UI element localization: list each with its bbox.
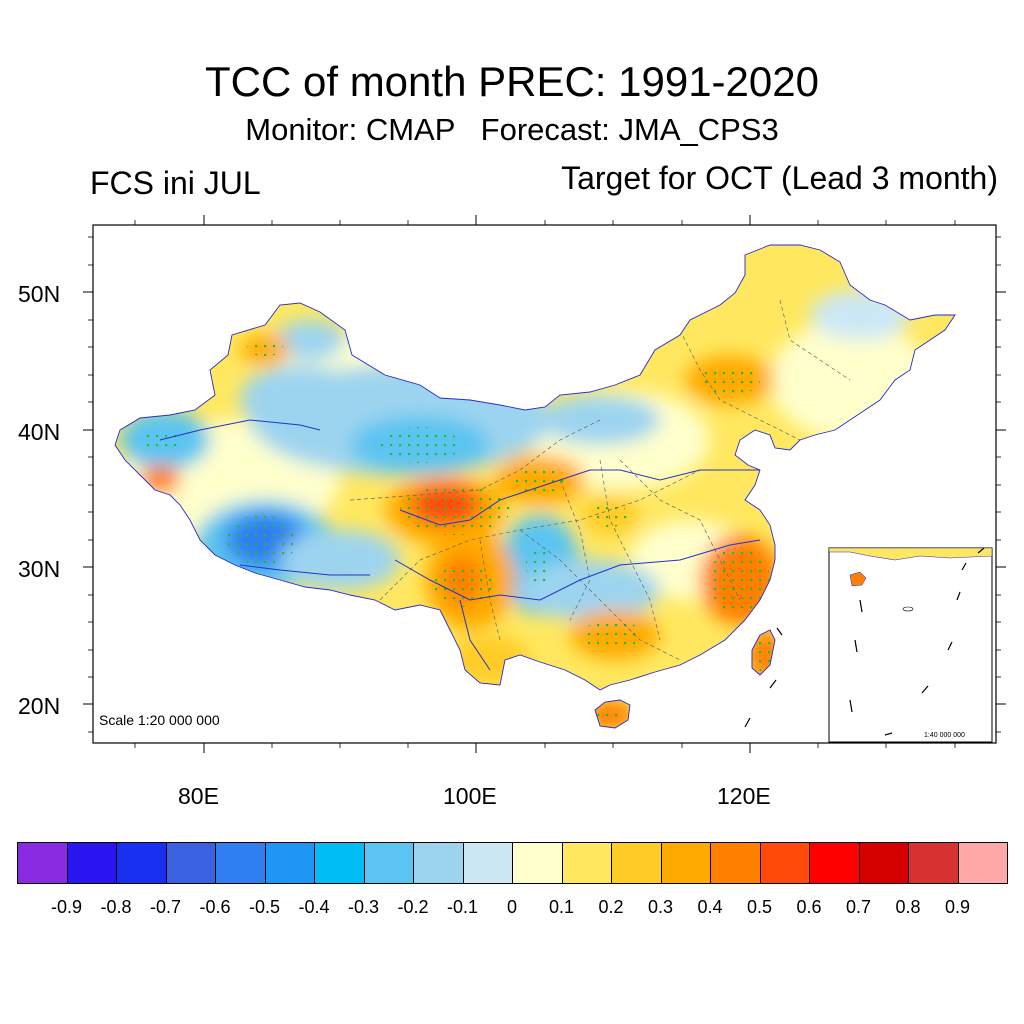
colorbar-tick-label: -0.1 bbox=[446, 897, 479, 917]
colorbar-tick-label: -0.5 bbox=[248, 897, 281, 917]
colorbar-swatch bbox=[858, 842, 909, 884]
colorbar-swatch bbox=[165, 842, 216, 884]
colorbar-swatch bbox=[611, 842, 662, 884]
colorbar-tick-label: 0.2 bbox=[598, 897, 624, 917]
colorbar-tick-label: 0.3 bbox=[647, 897, 674, 917]
colorbar-tick-label: 0.7 bbox=[845, 897, 872, 917]
colorbar-tick-label: 0.6 bbox=[796, 897, 822, 917]
colorbar-tick-label: 0.4 bbox=[697, 897, 723, 917]
nine-dash-segments bbox=[744, 627, 783, 728]
colorbar-swatch bbox=[710, 842, 761, 884]
target-label: Target for OCT (Lead 3 month) bbox=[561, 160, 998, 196]
colorbar-swatch bbox=[215, 842, 266, 884]
map-title: TCC of month PREC: 1991-2020 bbox=[205, 58, 819, 105]
map-subtitle: Monitor: CMAP Forecast: JMA_CPS3 bbox=[245, 112, 779, 147]
inset-scale-label: 1:40 000 000 bbox=[924, 732, 965, 739]
colorbar-swatch bbox=[116, 842, 167, 884]
lon-label-80e: 80E bbox=[178, 783, 219, 809]
colorbar-swatch bbox=[17, 842, 68, 884]
colorbar-swatch bbox=[957, 842, 1008, 884]
colorbar-tick-label: -0.8 bbox=[100, 897, 132, 917]
province-borders bbox=[349, 299, 851, 661]
minor-ticks bbox=[88, 220, 1001, 748]
lon-label-120e: 120E bbox=[717, 783, 771, 809]
colorbar-tick-label: 0.8 bbox=[895, 897, 921, 917]
colorbar-tick-label: -0.9 bbox=[50, 897, 83, 917]
rivers bbox=[159, 419, 770, 671]
colorbar-tick-label: -0.6 bbox=[199, 897, 231, 917]
colorbar-swatch bbox=[413, 842, 464, 884]
colorbar-swatch bbox=[512, 842, 563, 884]
colorbar-swatch bbox=[363, 842, 414, 884]
colorbar-swatch bbox=[759, 842, 810, 884]
axis-ticks bbox=[83, 215, 1006, 753]
colorbar-swatch bbox=[908, 842, 959, 884]
colorbar-tick-label: -0.2 bbox=[397, 897, 429, 917]
colorbar-swatch bbox=[462, 842, 513, 884]
lat-label-40n: 40N bbox=[18, 419, 61, 445]
colorbar-tick-label: -0.7 bbox=[149, 897, 182, 917]
colorbar-swatch bbox=[314, 842, 365, 884]
colorbar-swatch bbox=[264, 842, 315, 884]
init-label: FCS ini JUL bbox=[90, 165, 261, 201]
colorbar-tick-label: -0.4 bbox=[298, 897, 330, 917]
colorbar-swatch bbox=[561, 842, 612, 884]
colorbar-tick-label: 0.9 bbox=[944, 897, 971, 917]
lon-label-100e: 100E bbox=[443, 783, 497, 809]
lat-label-50n: 50N bbox=[18, 281, 61, 307]
lat-label-30n: 30N bbox=[18, 556, 61, 582]
colorbar-tick-label: 0 bbox=[506, 897, 518, 917]
colorbar-tick-label: 0.1 bbox=[548, 897, 575, 917]
colorbar-swatch bbox=[809, 842, 860, 884]
colorbar-swatch bbox=[660, 842, 711, 884]
colorbar-tick-label: 0.5 bbox=[746, 897, 773, 917]
colorbar-swatch bbox=[66, 842, 117, 884]
colorbar-tick-label: -0.3 bbox=[347, 897, 380, 917]
south-china-sea-inset bbox=[828, 547, 993, 743]
map-scale-label: Scale 1:20 000 000 bbox=[99, 712, 220, 728]
lat-label-20n: 20N bbox=[18, 693, 61, 719]
